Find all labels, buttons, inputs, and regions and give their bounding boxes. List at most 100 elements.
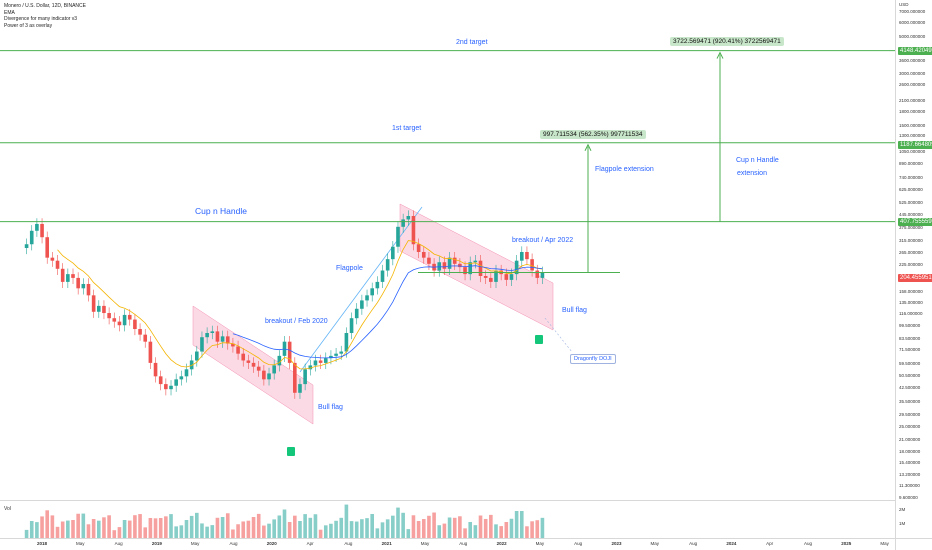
- price-tick: 315.000000: [899, 237, 923, 243]
- price-tick: 1050.000000: [899, 148, 926, 154]
- candle-body: [24, 244, 29, 249]
- candle-body: [189, 360, 194, 370]
- volume-bar: [411, 515, 416, 538]
- candle-body: [179, 376, 184, 380]
- candle-body: [447, 257, 452, 269]
- volume-bar: [29, 521, 34, 538]
- volume-bar: [169, 514, 173, 538]
- price-tick: 13.200000: [899, 471, 921, 477]
- volume-bar: [308, 517, 313, 538]
- flagpole-extension-label: Flagpole extension: [595, 166, 654, 173]
- volume-bar: [339, 517, 344, 538]
- volume-bar: [81, 513, 86, 538]
- volume-bar: [344, 504, 349, 538]
- volume-bar: [494, 524, 498, 538]
- candle-body: [262, 370, 266, 380]
- volume-bar: [360, 519, 364, 538]
- candle-body: [452, 257, 457, 264]
- level-tag-top: 4148.420495: [898, 47, 932, 55]
- candle-body: [35, 223, 39, 231]
- volume-bar: [189, 515, 194, 538]
- buy-signal-arrow-2020: [287, 447, 295, 456]
- level-tag-mid: 1187.664809: [898, 141, 932, 149]
- volume-bar: [66, 520, 70, 538]
- volume-bar: [416, 521, 421, 538]
- price-tick: 99.500000: [899, 322, 921, 328]
- volume-bar: [329, 523, 333, 538]
- candle-body: [514, 260, 519, 275]
- price-tick: 3600.000000: [899, 58, 926, 64]
- price-tick: 1500.000000: [899, 122, 926, 128]
- volume-bar: [174, 526, 178, 538]
- volume-bar: [525, 526, 529, 538]
- candle-body: [478, 260, 483, 276]
- volume-bar: [427, 515, 431, 538]
- volume-bar: [458, 516, 462, 538]
- volume-bar: [195, 512, 199, 538]
- volume-bar: [370, 514, 374, 538]
- volume-bar: [406, 529, 411, 538]
- candle-body: [40, 223, 44, 238]
- volume-bar: [277, 515, 282, 538]
- candle-body: [380, 270, 385, 282]
- candle-body: [277, 355, 282, 366]
- volume-bar: [210, 525, 215, 538]
- indicator-ema-label: EMA: [4, 9, 15, 16]
- candle-body: [525, 251, 529, 260]
- volume-bar: [468, 522, 473, 538]
- volume-bar: [50, 515, 55, 538]
- volume-bar: [256, 513, 261, 538]
- candle-body: [360, 300, 364, 309]
- volume-bar: [102, 517, 106, 538]
- volume-bar: [60, 521, 65, 538]
- time-tick: Aug: [459, 541, 468, 546]
- first-target-label: 1st target: [392, 125, 422, 132]
- price-tick: 225.000000: [899, 262, 923, 268]
- time-tick: Aug: [344, 541, 353, 546]
- volume-bar: [40, 516, 44, 538]
- measure-label-second-target[interactable]: 3722.569471 (920.41%) 3722569471: [670, 37, 784, 46]
- candle-body: [96, 305, 101, 312]
- cup-handle-extension-arrowhead: [716, 51, 724, 59]
- time-tick: 2019: [151, 541, 162, 546]
- candle-body: [354, 308, 359, 319]
- candle-body: [396, 226, 400, 247]
- price-tick: 2100.000000: [899, 97, 926, 103]
- candle-body: [200, 337, 204, 352]
- candle-body: [489, 277, 493, 282]
- volume-bar: [354, 521, 359, 538]
- price-tick: 2600.000000: [899, 82, 926, 88]
- time-tick: Aug: [574, 541, 583, 546]
- indicator-divergence-label: Divergence for many indicator v3: [4, 16, 78, 22]
- candle-body: [313, 360, 318, 366]
- volume-bar: [24, 529, 29, 538]
- price-tick: 525.000000: [899, 199, 923, 205]
- price-tick: 42.500000: [899, 385, 921, 391]
- volume-bar: [220, 517, 225, 538]
- volume-bar: [318, 529, 323, 538]
- volume-bar: [143, 527, 148, 538]
- time-tick: May: [76, 541, 85, 546]
- bull-flag-label-2022: Bull flag: [562, 307, 587, 314]
- volume-bar: [499, 526, 503, 538]
- volume-bar: [55, 526, 60, 538]
- measure-label-first-target[interactable]: 997.711534 (562.35%) 997711534: [540, 130, 646, 139]
- bull-flag-label-2020: Bull flag: [318, 404, 343, 411]
- volume-bar: [385, 519, 390, 538]
- price-tick: 35.500000: [899, 398, 921, 404]
- candle-body: [71, 274, 75, 278]
- volume-bar: [483, 518, 488, 538]
- candle-body: [29, 230, 34, 245]
- volume-tick-1m: 1M: [899, 521, 906, 526]
- candle-body: [329, 355, 333, 359]
- volume-bar: [293, 515, 297, 538]
- candle-body: [427, 257, 431, 264]
- dragonfly-doji-note[interactable]: Dragonfly DOJI: [570, 354, 616, 364]
- candle-body: [241, 353, 246, 361]
- candle-body: [442, 262, 447, 269]
- volume-bar: [463, 528, 467, 538]
- candle-body: [45, 237, 50, 258]
- volume-bar: [96, 520, 101, 538]
